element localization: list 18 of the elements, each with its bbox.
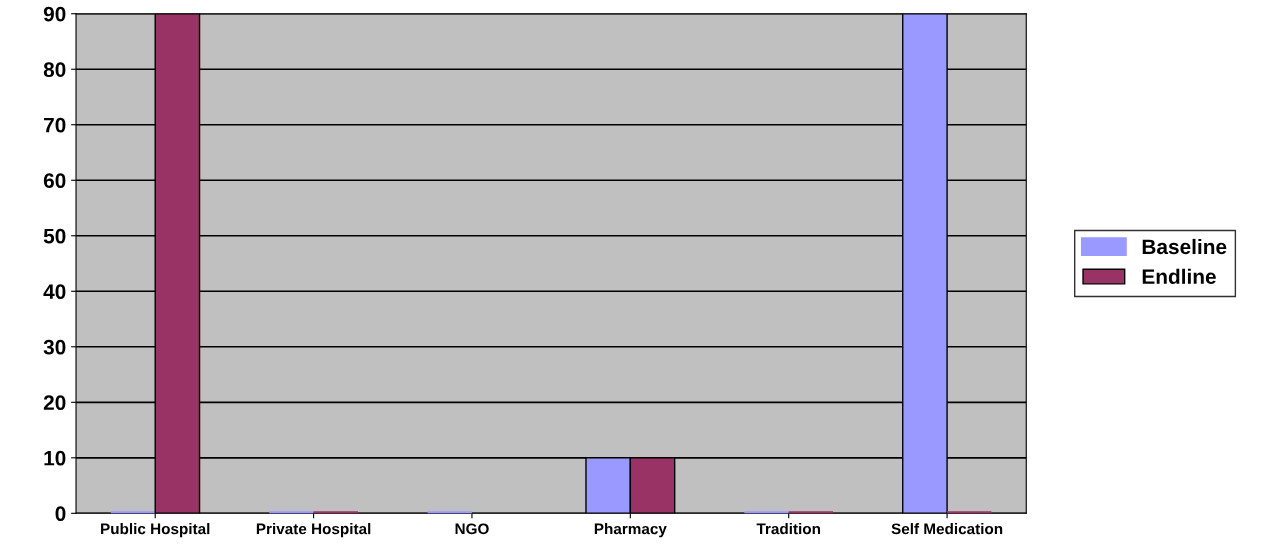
x-tick-label: NGO: [455, 523, 489, 535]
x-tick-label: Self Medication: [891, 523, 1003, 535]
x-tick-label: Public Hospital: [101, 523, 210, 538]
y-tick-label: 80: [43, 62, 66, 77]
x-tick-label: Private Hospital: [256, 523, 371, 538]
y-tick-label: 70: [44, 117, 66, 133]
legend-label: Endline: [1142, 268, 1216, 285]
y-tick-label: 30: [43, 339, 66, 355]
y-tick-label: 0: [55, 506, 66, 522]
legend-label: Baseline: [1142, 238, 1227, 255]
x-tick-label: Tradition: [756, 523, 821, 535]
y-tick-label: 40: [43, 284, 66, 300]
x-tick-label: Pharmacy: [594, 523, 667, 538]
y-tick-label: 50: [43, 228, 66, 244]
y-tick-label: 10: [44, 450, 66, 466]
y-tick-label: 20: [43, 395, 66, 411]
y-tick-label: 60: [43, 173, 66, 189]
y-tick-label: 90: [43, 6, 66, 22]
